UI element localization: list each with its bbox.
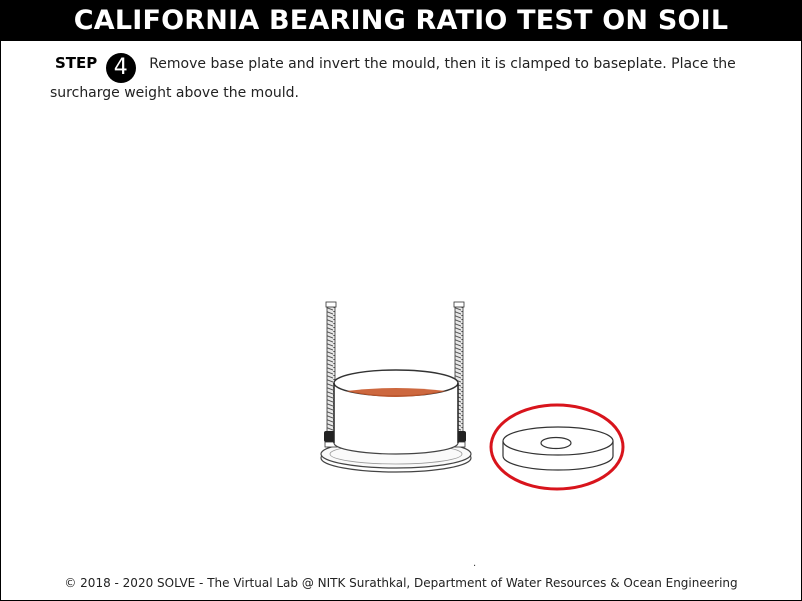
experiment-scene <box>320 301 625 491</box>
step-text: Remove base plate and invert the mould, … <box>50 56 736 101</box>
copyright-footer: © 2018 - 2020 SOLVE - The Virtual Lab @ … <box>64 576 738 590</box>
mould-cylinder <box>333 369 459 455</box>
left-rod <box>324 301 338 448</box>
soil-sample <box>346 388 446 397</box>
cbr-mould-icon[interactable] <box>320 301 472 473</box>
step-instruction: STEP 4 Remove base plate and invert the … <box>50 53 770 103</box>
page-title: CALIFORNIA BEARING RATIO TEST ON SOIL <box>1 1 801 41</box>
separator-dot: . <box>473 558 477 569</box>
step-number-badge: 4 <box>105 53 136 83</box>
right-rod <box>452 301 466 448</box>
step-label: STEP <box>55 54 98 72</box>
highlight-circle <box>489 403 625 491</box>
surcharge-weight-icon[interactable] <box>502 426 614 471</box>
